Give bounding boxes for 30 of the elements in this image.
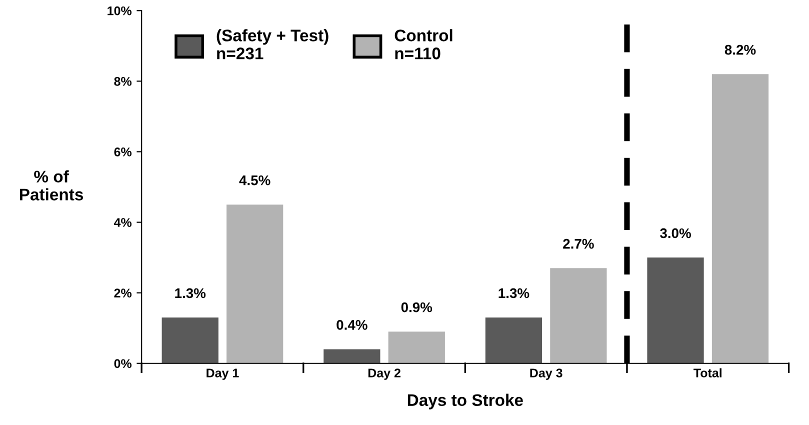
bar [550,268,607,364]
data-label: 4.5% [239,175,270,186]
data-label: 1.3% [498,288,530,298]
data-label: 3.0% [660,228,691,238]
legend-label: (Safety + Test) n=231 [216,29,328,60]
legend-label: Control n=110 [394,29,452,60]
y-tick-label: 4% [114,218,132,227]
y-tick-label: 0% [114,359,132,368]
data-label: 2.7% [563,238,594,249]
x-tick-label: Total [694,368,722,378]
y-tick-label: 10% [108,6,132,16]
x-tick-label: Day 1 [206,368,239,380]
y-tick-label: 8% [114,76,132,86]
bar [324,349,380,364]
x-tick-label: Day 3 [530,368,562,380]
x-tick-label: Day 2 [368,368,400,380]
bar [162,318,218,364]
data-label: 0.9% [401,302,432,312]
y-axis-title: % of Patients [20,170,84,200]
y-tick-label: 2% [114,288,132,298]
x-axis-title: Days to Stroke [408,394,523,410]
bar [647,258,704,364]
y-tick-label: 6% [114,148,132,156]
bar [712,74,769,364]
data-label: 1.3% [175,288,206,298]
bar [485,318,542,364]
bar [388,332,445,364]
data-label: 8.2% [724,44,756,55]
data-label: 0.4% [336,320,368,330]
bar [226,204,284,364]
